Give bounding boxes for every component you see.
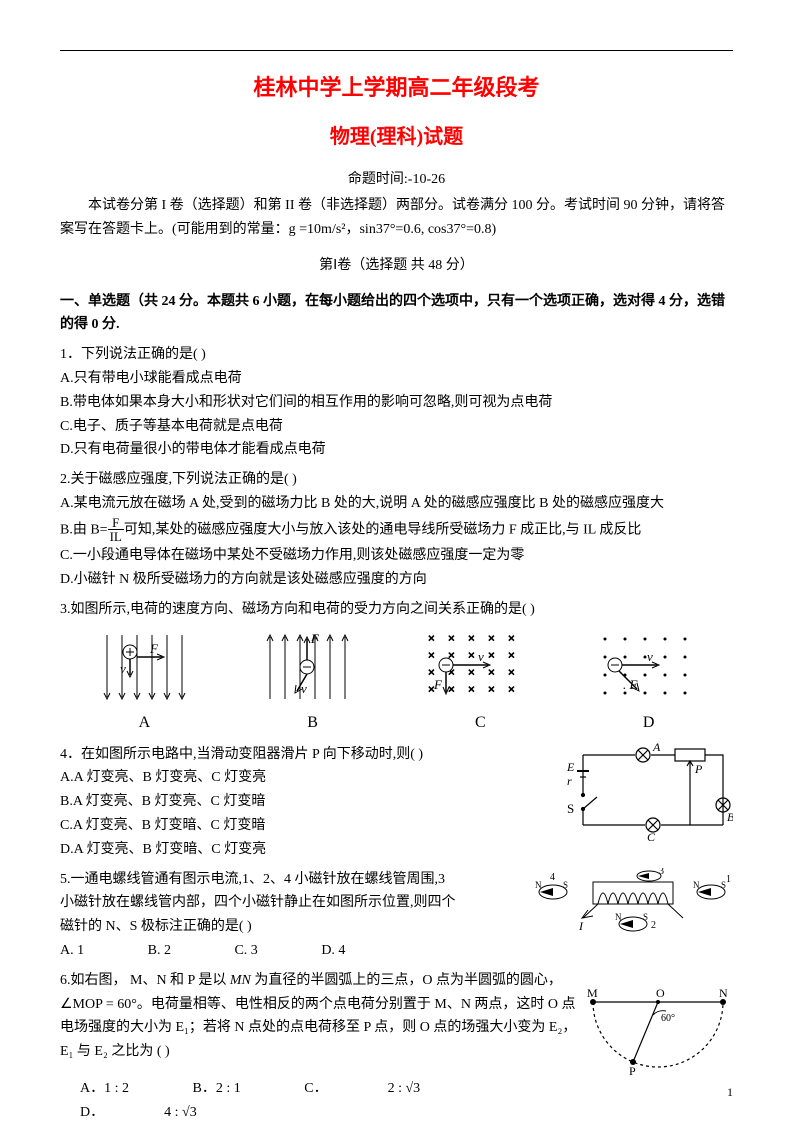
top-rule [60, 50, 733, 51]
q3-stem: 3.如图所示,电荷的速度方向、磁场方向和电荷的受力方向之间关系正确的是( ) [60, 598, 733, 622]
svg-text:×: × [488, 631, 495, 645]
svg-text:S: S [567, 801, 574, 816]
svg-text:1: 1 [726, 874, 731, 885]
q3-lblC: C [475, 709, 486, 736]
svg-text:v: v [301, 681, 307, 696]
q3-figD: v . F [591, 627, 701, 707]
svg-text:N: N [693, 880, 700, 890]
q6-opts: A．1 : 2 B．2 : 1 C．2 : √3 D．4 : √3 [80, 1077, 733, 1124]
q2-B-frac: FIL [108, 516, 124, 544]
q3-figA: v F [92, 627, 192, 707]
q6: M O N P 60° 6.如右图， M、N 和 P 是以 MN 为直径的半圆弧… [60, 969, 733, 1124]
svg-text:v: v [120, 661, 126, 676]
title-main: 桂林中学上学期高二年级段考 [60, 69, 733, 106]
svg-text:×: × [448, 682, 455, 696]
q4: A B C P E r S 4．在如图所示电路中,当滑动变阻器滑片 P 向下移动… [60, 743, 733, 862]
svg-text:3: 3 [659, 868, 664, 877]
q5-A: A. 1 [60, 939, 84, 963]
svg-text:M: M [587, 987, 598, 1000]
svg-text:N: N [615, 912, 622, 922]
svg-text:×: × [448, 631, 455, 645]
q1-B: B.带电体如果本身大小和形状对它们间的相互作用的影响可忽略,则可视为点电荷 [60, 391, 733, 415]
svg-text:C: C [647, 830, 656, 843]
q3-lblB: B [307, 709, 318, 736]
svg-text:A: A [652, 743, 661, 754]
q1: 1．下列说法正确的是( ) A.只有带电小球能看成点电荷 B.带电体如果本身大小… [60, 343, 733, 462]
svg-text:60°: 60° [661, 1013, 675, 1024]
svg-text:S: S [643, 912, 648, 922]
q3-figB: F v [255, 627, 355, 707]
svg-text:×: × [508, 631, 515, 645]
svg-text:F: F [433, 677, 443, 692]
q2-D: D.小磁针 N 极所受磁场力的方向就是该处磁感应强度的方向 [60, 568, 733, 592]
svg-text:×: × [468, 665, 475, 679]
svg-text:B: B [727, 810, 733, 824]
q1-C: C.电子、质子等基本电荷就是点电荷 [60, 415, 733, 439]
svg-text:O: O [656, 987, 665, 1000]
svg-text:×: × [488, 665, 495, 679]
q6-C: C．2 : √3 [304, 1077, 480, 1101]
q5-B: B. 2 [148, 939, 171, 963]
part1-header: 第Ⅰ卷（选择题 共 48 分） [60, 254, 733, 278]
svg-text:×: × [488, 648, 495, 662]
svg-text:×: × [508, 665, 515, 679]
svg-text:v: v [478, 649, 484, 664]
svg-text:2: 2 [651, 920, 656, 931]
q5-C: C. 3 [234, 939, 257, 963]
q2-B-pre: B.由 B= [60, 522, 108, 537]
q1-D: D.只有电荷量很小的带电体才能看成点电荷 [60, 438, 733, 462]
svg-text:N: N [719, 987, 728, 1000]
svg-text:4: 4 [550, 872, 555, 883]
svg-text:v: v [647, 649, 653, 664]
svg-text:×: × [468, 682, 475, 696]
q2-B-post: 可知,某处的磁感应强度大小与放入该处的通电导线所受磁场力 F 成正比,与 IL … [124, 522, 641, 537]
svg-text:×: × [508, 682, 515, 696]
svg-text:×: × [428, 631, 435, 645]
q4-circuit: A B C P E r S [563, 743, 733, 843]
q6-B: B．2 : 1 [193, 1077, 241, 1101]
svg-text:S: S [563, 880, 568, 890]
sectionA-title: 一、单选题（共 24 分。本题共 6 小题，在每小题给出的四个选项中，只有一个选… [60, 290, 733, 338]
q5-opts: A. 1 B. 2 C. 3 D. 4 [60, 939, 733, 963]
title-sub: 物理(理科)试题 [60, 120, 733, 154]
svg-text:×: × [488, 682, 495, 696]
q3-labels: A B C D [60, 709, 733, 736]
q3-figs: v F F v × × × × × [60, 627, 733, 707]
svg-text:E: E [566, 760, 575, 774]
q2-B: B.由 B=FIL可知,某处的磁感应强度大小与放入该处的通电导线所受磁场力 F … [60, 516, 733, 544]
svg-text:×: × [468, 648, 475, 662]
q2: 2.关于磁感应强度,下列说法正确的是( ) A.某电流元放在磁场 A 处,受到的… [60, 468, 733, 591]
svg-text:N: N [535, 880, 542, 890]
q3-lblD: D [643, 709, 655, 736]
q6-A: A．1 : 2 [80, 1077, 129, 1101]
page-number: 1 [727, 1082, 733, 1102]
svg-text:F: F [310, 631, 320, 646]
svg-text:P: P [694, 762, 703, 776]
q2-stem: 2.关于磁感应强度,下列说法正确的是( ) [60, 468, 733, 492]
q3-lblA: A [139, 709, 151, 736]
q5-D: D. 4 [321, 939, 345, 963]
q3-figC: ××××× ××××× ××××× ××××× v F [418, 627, 528, 707]
svg-text:P: P [629, 1064, 636, 1077]
meta-time: 命题时间:-10-26 [60, 168, 733, 192]
q5-solenoid: I NS 4 NS 1 3 NS 2 [533, 868, 733, 938]
q1-A: A.只有带电小球能看成点电荷 [60, 367, 733, 391]
svg-text:×: × [428, 648, 435, 662]
q2-A: A.某电流元放在磁场 A 处,受到的磁场力比 B 处的大,说明 A 处的磁感应强… [60, 492, 733, 516]
q6-D: D．4 : √3 [80, 1101, 257, 1124]
svg-text:. F: . F [623, 677, 639, 692]
svg-text:F: F [149, 641, 159, 656]
q2-C: C.一小段通电导体在磁场中某处不受磁场力作用,则该处磁感应强度一定为零 [60, 544, 733, 568]
q3: 3.如图所示,电荷的速度方向、磁场方向和电荷的受力方向之间关系正确的是( ) v… [60, 598, 733, 737]
q6-semicircle: M O N P 60° [583, 987, 733, 1077]
svg-text:×: × [508, 648, 515, 662]
intro-text: 本试卷分第 I 卷（选择题）和第 II 卷（非选择题）两部分。试卷满分 100 … [60, 194, 733, 242]
svg-text:I: I [578, 919, 584, 933]
q5: I NS 4 NS 1 3 NS 2 [60, 868, 733, 963]
q1-stem: 1．下列说法正确的是( ) [60, 343, 733, 367]
svg-text:×: × [468, 631, 475, 645]
svg-text:r: r [567, 774, 572, 788]
